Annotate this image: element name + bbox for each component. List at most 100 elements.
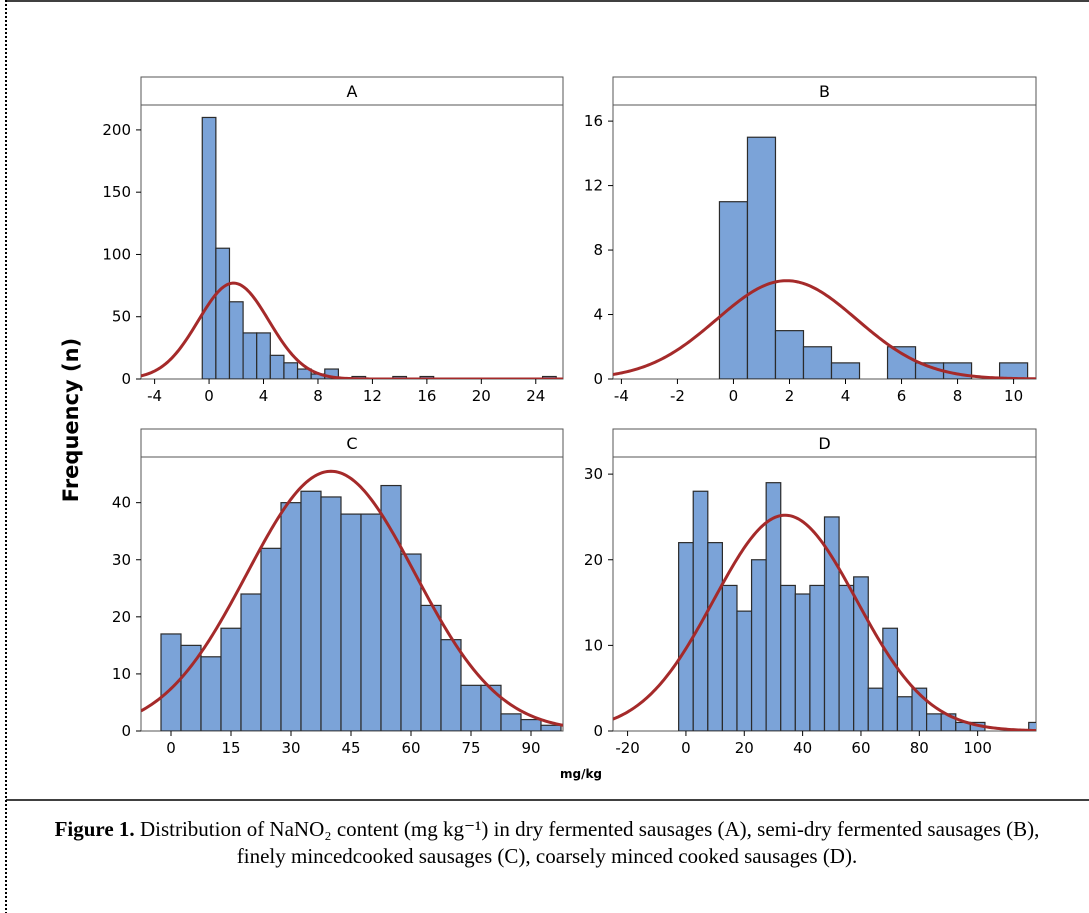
histogram-bar	[269, 354, 285, 379]
histogram-bar	[360, 513, 382, 731]
histogram-bar	[802, 346, 833, 379]
histogram-bar	[440, 639, 462, 731]
bars-d	[613, 482, 1036, 731]
panel-c: C 0 15 30 45 60 75 90 0 10 20 30 40	[112, 428, 564, 757]
caption-text: Distribution of NaNO₂ content (mg kg⁻¹) …	[139, 817, 1040, 868]
y-tick-label: 50	[112, 308, 131, 326]
histogram-bar	[867, 687, 884, 731]
histogram-bar	[228, 301, 244, 379]
normal-fit-curve	[141, 469, 563, 727]
histogram-bar	[678, 542, 694, 731]
bars-b	[613, 136, 1036, 379]
normal-fit-curve	[613, 513, 1036, 731]
y-tick-label: 40	[112, 494, 131, 512]
histogram-bar	[886, 346, 917, 379]
panel-title-d: D	[818, 434, 830, 453]
histogram-bar	[692, 490, 709, 731]
x-tick-label: 15	[221, 739, 240, 757]
y-tick-label: 16	[584, 112, 603, 130]
panel-header-a	[140, 76, 564, 106]
histogram-bar	[260, 547, 282, 731]
y-tick-label: 0	[121, 370, 131, 388]
y-tick-label: 10	[112, 665, 131, 683]
bars-c	[141, 469, 563, 731]
panel-header-d	[612, 428, 1037, 458]
histogram-bar	[256, 332, 271, 379]
histogram-bar	[280, 502, 302, 731]
histogram-bar	[215, 247, 231, 379]
x-tick-label: -4	[614, 387, 629, 405]
histogram-bar	[830, 362, 861, 379]
x-tick-label: 40	[793, 739, 812, 757]
x-tick-label: 2	[785, 387, 795, 405]
x-tick-label: 60	[851, 739, 870, 757]
panel-title-b: B	[819, 82, 830, 101]
y-tick-label: 12	[584, 177, 603, 195]
x-tick-label: 20	[472, 387, 491, 405]
histogram-bar	[220, 627, 242, 731]
x-tick-label: 20	[735, 739, 754, 757]
histogram-bar	[718, 201, 749, 379]
normal-fit-curve	[141, 281, 563, 379]
histogram-bar	[200, 656, 222, 731]
shared-y-axis-label: Frequency (n)	[59, 338, 83, 502]
histogram-bar	[300, 490, 322, 731]
y-tick-label: 4	[593, 306, 603, 324]
x-tick-label: 4	[841, 387, 851, 405]
x-tick-label: -2	[670, 387, 685, 405]
x-tick-label: 75	[461, 739, 480, 757]
histogram-bar	[340, 513, 362, 731]
x-tick-label: 60	[401, 739, 420, 757]
histogram-bar	[1028, 721, 1036, 731]
histogram-bar	[736, 610, 753, 731]
y-tick-label: 100	[102, 245, 131, 263]
x-tick-label: 100	[963, 739, 992, 757]
x-tick-label: 10	[1004, 387, 1023, 405]
histogram-bar	[520, 718, 542, 731]
histogram-bar	[750, 559, 767, 731]
x-tick-label: 45	[341, 739, 360, 757]
x-tick-label: 4	[259, 387, 269, 405]
x-tick-label: 0	[681, 739, 691, 757]
x-tick-label: 6	[897, 387, 907, 405]
histogram-bar	[380, 484, 402, 731]
histogram-bar	[838, 584, 855, 731]
y-tick-label: 8	[593, 241, 603, 259]
histogram-bar	[721, 584, 738, 731]
histogram-bar	[774, 330, 805, 379]
caption-label: Figure 1.	[54, 817, 135, 841]
x-tick-label: 8	[313, 387, 323, 405]
panel-title-a: A	[347, 82, 358, 101]
histogram-bar	[926, 713, 942, 731]
histogram-bar	[540, 724, 562, 731]
figure-caption: Figure 1. Distribution of NaNO₂ content …	[30, 816, 1064, 870]
histogram-bar	[460, 684, 482, 731]
histogram-bar	[794, 593, 811, 731]
y-tick-label: 200	[102, 121, 131, 139]
x-tick-label: 0	[729, 387, 739, 405]
x-tick-label: 0	[204, 387, 214, 405]
shared-x-axis-label: mg/kg	[560, 767, 602, 781]
x-tick-label: 30	[281, 739, 300, 757]
histogram-bar	[707, 542, 723, 731]
bars-a	[141, 116, 563, 379]
panel-a: A -4 0 4 8 12 16 20 24 0 50 100 150 200	[102, 76, 564, 405]
y-tick-label: 150	[102, 183, 131, 201]
panel-title-c: C	[346, 434, 357, 453]
normal-fit-curve	[613, 279, 1036, 379]
histogram-bar	[283, 362, 299, 379]
histogram-bar	[201, 116, 217, 379]
y-tick-label: 0	[593, 370, 603, 388]
panel-header-b	[612, 76, 1037, 106]
y-tick-label: 20	[112, 608, 131, 626]
histogram-bar	[500, 713, 522, 731]
y-tick-label: 30	[584, 465, 603, 483]
y-tick-label: 0	[593, 722, 603, 740]
x-tick-label: 0	[166, 739, 176, 757]
panel-b: B -4 -2 0 2 4 6 8 10 0 4 8 12 16	[584, 76, 1037, 405]
histogram-bar	[780, 584, 796, 731]
histogram-bar	[896, 696, 913, 731]
